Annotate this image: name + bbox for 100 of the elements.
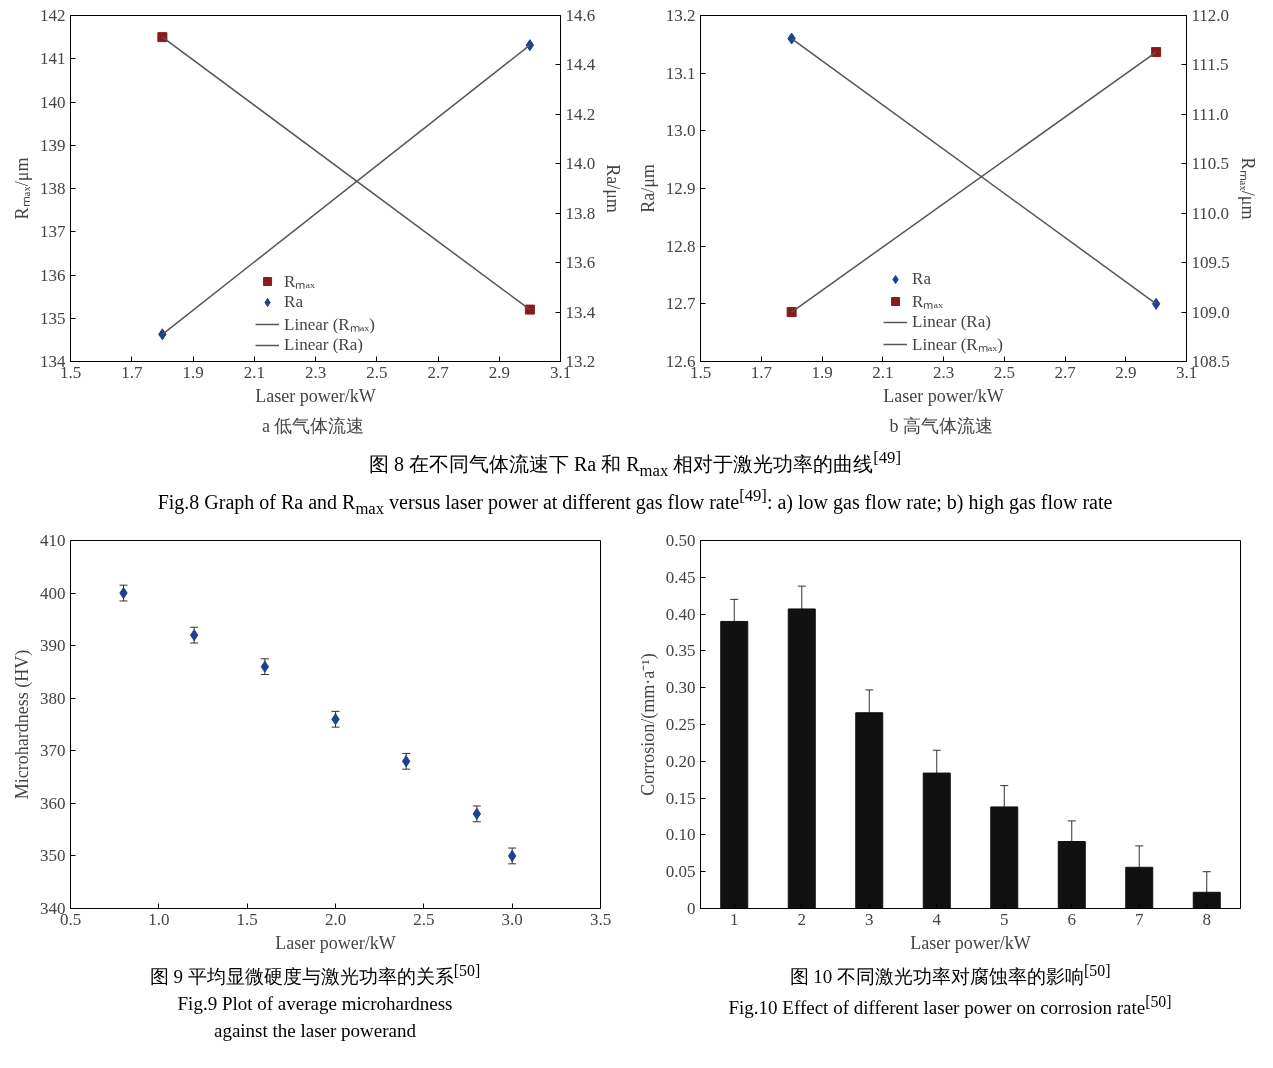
x-tick-label: 2.9 bbox=[488, 362, 510, 382]
y-tick-label: 12.7 bbox=[665, 294, 696, 314]
x-tick-label: 1.7 bbox=[121, 362, 143, 382]
x-tick-label: 8 bbox=[1202, 909, 1211, 929]
y-tick-label: 0.30 bbox=[665, 678, 696, 698]
x-tick-label: 3.0 bbox=[501, 909, 523, 929]
x-tick-label: 2.5 bbox=[366, 362, 388, 382]
x-tick-label: 2.7 bbox=[427, 362, 450, 382]
x-tick-label: 2.5 bbox=[413, 909, 435, 929]
y-axis-title: Corrosion/(mm·a⁻¹) bbox=[637, 653, 659, 796]
y-tick-label: 141 bbox=[40, 49, 66, 69]
y-tick-label: 380 bbox=[40, 689, 66, 709]
caption: Fig.10 Effect of different laser power on corrosion rate$^{[50]}$ bbox=[728, 993, 1172, 1019]
y-axis-title: Microhardness (HV) bbox=[12, 650, 33, 800]
x-tick-label: 2.3 bbox=[304, 362, 327, 382]
y-tick-label: 139 bbox=[40, 135, 66, 155]
x-tick-label: 1.7 bbox=[750, 362, 773, 382]
legend-label: Ra bbox=[284, 292, 304, 312]
x-tick-label: 1.0 bbox=[148, 909, 170, 929]
caption: 图 9 平均显微硬度与激光功率的关系$^{[50]}$ bbox=[149, 962, 481, 988]
x-tick-label: 4 bbox=[932, 909, 942, 929]
y-tick-label: 0.10 bbox=[665, 825, 696, 845]
y-tick-label: 360 bbox=[40, 794, 66, 814]
x-tick-label: 3.5 bbox=[589, 909, 612, 929]
x-tick-label: 1.9 bbox=[182, 362, 204, 382]
x-tick-label: 2.1 bbox=[872, 362, 894, 382]
x-tick-label: 2.3 bbox=[932, 362, 955, 382]
x-tick-label: 2 bbox=[797, 909, 806, 929]
y2-tick-label: 109.5 bbox=[1191, 253, 1230, 273]
legend-label: Rₘₐₓ bbox=[912, 291, 943, 312]
y-tick-label: 0.20 bbox=[665, 752, 696, 772]
text: b 高气体流速 bbox=[889, 415, 993, 436]
y-tick-label: 0 bbox=[687, 899, 696, 919]
y-tick-label: 0.15 bbox=[665, 788, 696, 808]
y2-tick-label: 112.0 bbox=[1191, 6, 1230, 25]
y2-tick-label: 13.8 bbox=[565, 203, 596, 223]
y-tick-label: 12.8 bbox=[665, 236, 696, 256]
y-tick-label: 400 bbox=[40, 583, 66, 603]
y-axis-title: Rₘₐₓ/μm bbox=[12, 157, 32, 220]
y2-tick-label: 14.4 bbox=[565, 55, 596, 75]
x-tick-label: 2.1 bbox=[243, 362, 265, 382]
y2-tick-label: 13.6 bbox=[565, 253, 596, 273]
x-axis-title: Laser power/kW bbox=[275, 932, 396, 953]
y-tick-label: 0.50 bbox=[665, 531, 696, 551]
y-tick-label: 350 bbox=[40, 846, 66, 866]
x-tick-label: 3 bbox=[865, 909, 874, 929]
y2-tick-label: 14.2 bbox=[565, 104, 596, 124]
caption: 图 10 不同激光功率对腐蚀率的影响$^{[50]}$ bbox=[789, 962, 1111, 988]
y-tick-label: 13.2 bbox=[665, 6, 696, 25]
x-tick-label: 1 bbox=[730, 909, 739, 929]
y-tick-label: 0.25 bbox=[665, 715, 696, 735]
y-tick-label: 370 bbox=[40, 741, 66, 761]
y-tick-label: 0.45 bbox=[665, 568, 696, 588]
legend-label: Linear (Rₘₐₓ) bbox=[912, 334, 1003, 355]
y-tick-label: 0.35 bbox=[665, 641, 696, 661]
y2-axis-title: Rₘₐₓ/μm bbox=[1237, 157, 1258, 220]
y-tick-label: 138 bbox=[40, 179, 66, 198]
x-tick-label: 2.9 bbox=[1115, 362, 1137, 382]
y-tick-label: 0.05 bbox=[665, 862, 696, 882]
legend-label: Linear (Ra) bbox=[284, 335, 363, 355]
caption: Fig.9 Plot of average microhardness bbox=[177, 993, 453, 1015]
x-tick-label: 1.9 bbox=[811, 362, 833, 382]
y-tick-label: 142 bbox=[40, 6, 66, 25]
x-tick-label: 1.5 bbox=[236, 909, 258, 929]
y-tick-label: 137 bbox=[40, 222, 66, 242]
y-tick-label: 135 bbox=[40, 308, 66, 328]
y2-tick-label: 110.5 bbox=[1191, 154, 1230, 174]
y2-tick-label: 14.6 bbox=[565, 6, 596, 25]
y2-axis-title: Ra/μm bbox=[603, 164, 624, 213]
y-axis-title: Ra/μm bbox=[637, 164, 658, 213]
text: against the laser powerand bbox=[213, 1019, 417, 1041]
y-tick-label: 12.9 bbox=[665, 179, 696, 198]
y-tick-label: 13.1 bbox=[665, 63, 696, 83]
x-tick-label: 2.0 bbox=[324, 909, 347, 929]
y2-tick-label: 110.0 bbox=[1191, 203, 1230, 223]
x-axis-title: Laser power/kW bbox=[910, 932, 1031, 953]
x-tick-label: 5 bbox=[1000, 909, 1009, 929]
x-axis-title: Laser power/kW bbox=[883, 385, 1004, 406]
x-tick-label: 7 bbox=[1135, 909, 1144, 929]
legend-label: Linear (Ra) bbox=[912, 312, 991, 332]
y2-tick-label: 109.0 bbox=[1191, 302, 1230, 322]
y2-tick-label: 111.5 bbox=[1191, 55, 1229, 75]
legend-label: Ra bbox=[912, 269, 932, 289]
legend-label: Linear (Rₘₐₓ) bbox=[284, 314, 375, 335]
caption: 图 8 在不同气体流速下 Ra 和 R$_{max}$ 相对于激光功率的曲线$^{[49]}$ bbox=[369, 448, 901, 480]
y-tick-label: 140 bbox=[40, 92, 66, 112]
y2-tick-label: 111.0 bbox=[1191, 104, 1229, 124]
x-tick-label: 2.7 bbox=[1054, 362, 1077, 382]
y2-tick-label: 13.4 bbox=[565, 302, 596, 322]
y2-tick-label: 14.0 bbox=[565, 154, 596, 174]
x-axis-title: Laser power/kW bbox=[255, 385, 376, 406]
text: a 低气体流速 bbox=[262, 415, 365, 436]
y-tick-label: 0.40 bbox=[665, 604, 696, 624]
x-tick-label: 6 bbox=[1067, 909, 1076, 929]
y-tick-label: 13.0 bbox=[665, 121, 696, 141]
x-tick-label: 2.5 bbox=[993, 362, 1015, 382]
y-tick-label: 390 bbox=[40, 636, 66, 656]
y-tick-label: 410 bbox=[40, 531, 66, 551]
caption: Fig.8 Graph of Ra and R$_{max}$ versus laser power at different gas flow rate$^{[49]}$: a) low gas flow rate; b) high gas flow rate bbox=[157, 485, 1113, 518]
legend-label: Rₘₐₓ bbox=[284, 271, 315, 292]
